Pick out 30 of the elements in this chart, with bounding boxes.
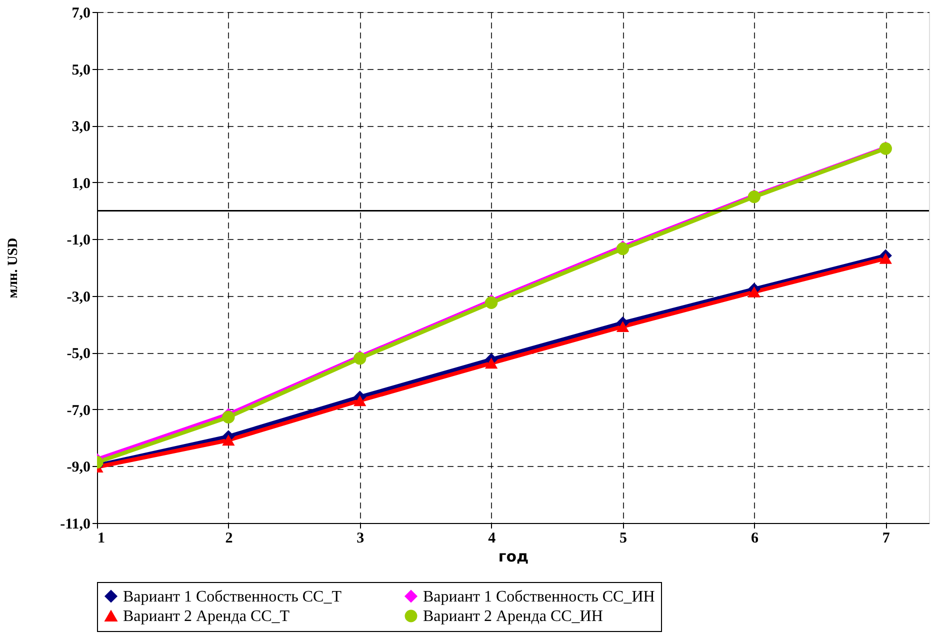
legend-label: Вариант 2 Аренда СС_ИН [423,608,604,625]
legend-label: Вариант 1 Собственность СС_Т [123,588,342,606]
y-tick-label: -3,0 [66,289,90,306]
point [879,252,892,264]
x-tick-label: 5 [620,530,627,546]
x-tick-label: 7 [882,530,890,546]
x-tick-label: 6 [750,530,759,546]
y-axis-title: млн. USD [6,238,22,298]
y-tick-label: -7,0 [66,402,90,419]
x-tick-label: 2 [225,530,233,546]
point [616,321,630,332]
point [748,286,761,298]
y-tick-label: -11,0 [60,516,90,532]
x-tick-label: 4 [488,530,496,546]
y-tick-label: 3,0 [72,119,90,136]
y-tick-label: 1,0 [72,176,90,192]
point [222,410,235,424]
x-axis-title: год [498,548,529,566]
legend-label: Вариант 2 Аренда СС_Т [123,608,290,625]
x-tick-label: 3 [356,530,364,546]
y-tick-label: 7,0 [72,6,90,22]
point [222,434,235,446]
point [484,358,498,369]
y-tick-label: -9,0 [66,460,90,476]
point [354,395,366,406]
y-tick-label: 5,0 [72,62,90,78]
y-tick-label: -1,0 [66,232,90,249]
x-tick-label: 1 [98,530,105,546]
y-tick-label: -5,0 [66,346,90,362]
legend-label: Вариант 1 Собственность СС_ИН [423,588,656,606]
